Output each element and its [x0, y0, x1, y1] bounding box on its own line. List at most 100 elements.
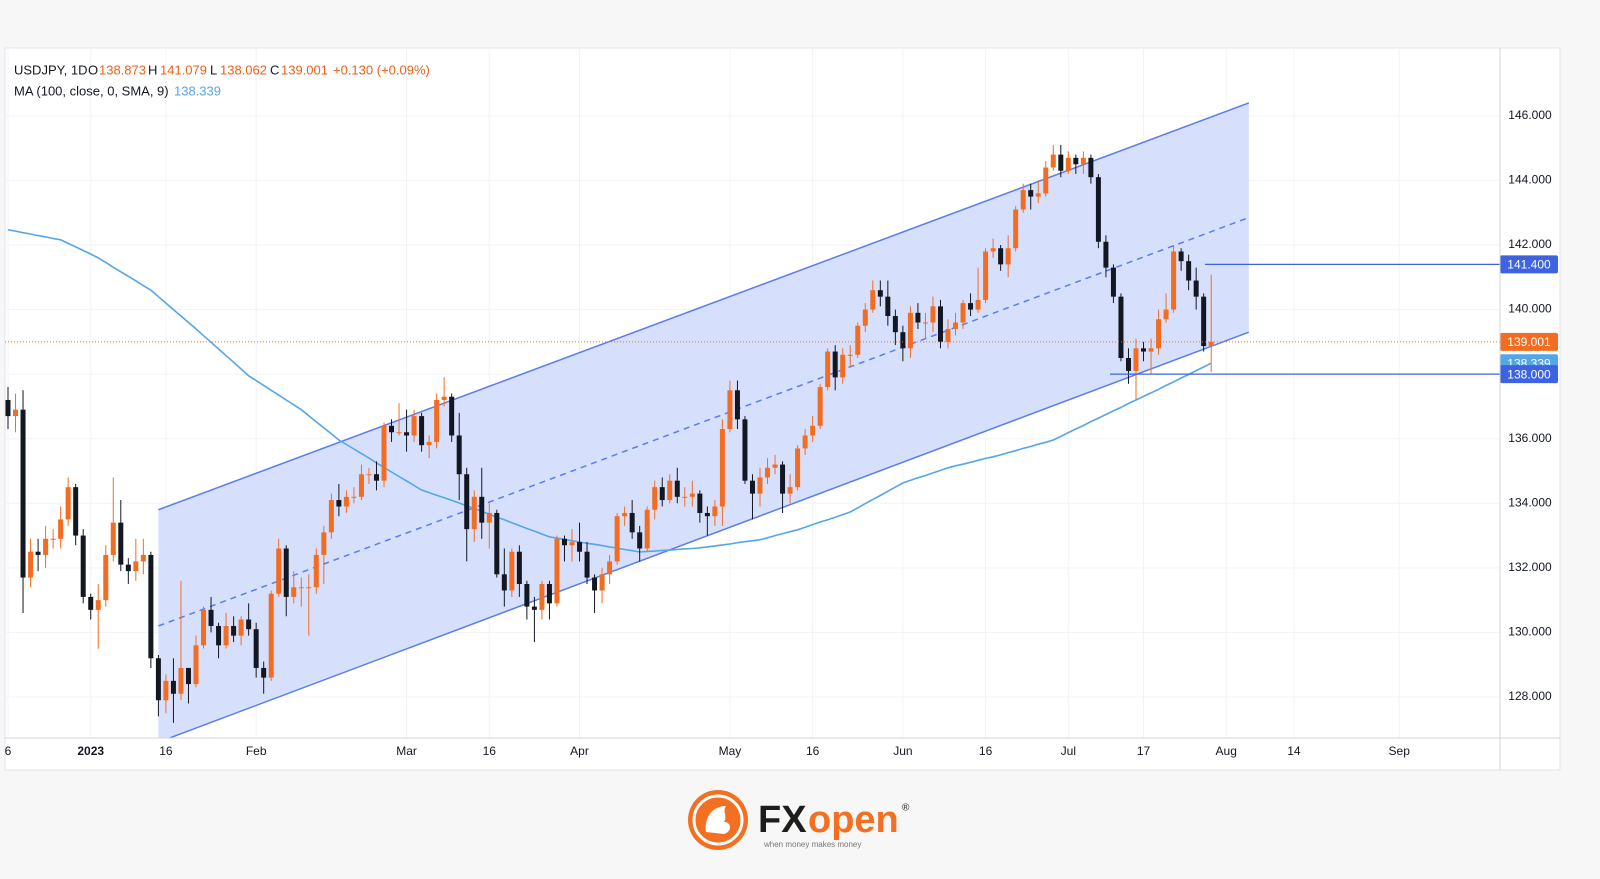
- channel-fill: [158, 102, 1249, 738]
- channel-lower: [167, 331, 1250, 738]
- candle-body: [50, 538, 56, 540]
- candle-body: [1208, 341, 1214, 346]
- candle-body: [1178, 251, 1184, 262]
- candle-body: [840, 354, 846, 378]
- candle-body: [381, 425, 387, 481]
- candle-body: [554, 538, 560, 604]
- candle-body: [366, 474, 372, 476]
- candle-body: [817, 387, 823, 426]
- candle-body: [607, 561, 613, 575]
- candle-body: [1065, 157, 1071, 171]
- candle-body: [531, 606, 537, 610]
- candle-body: [449, 396, 455, 436]
- candle-body: [1088, 157, 1094, 178]
- candle-body: [133, 561, 139, 572]
- candle-body: [1043, 167, 1049, 194]
- candle-body: [1193, 280, 1199, 297]
- x-tick-label: Apr: [570, 744, 589, 758]
- candle-body: [832, 351, 838, 378]
- candle-body: [306, 587, 312, 589]
- plot-layer: [5, 102, 1500, 738]
- candle-body: [43, 538, 49, 555]
- x-tick-label: May: [719, 744, 742, 758]
- candle-body: [246, 619, 252, 630]
- candle-body: [922, 322, 928, 324]
- candle-body: [727, 390, 733, 430]
- candle-body: [208, 609, 214, 626]
- candle-body: [261, 667, 267, 678]
- candle-body: [1013, 209, 1019, 249]
- ohlc-value: 139.001: [281, 62, 328, 77]
- price-tag: [1500, 365, 1558, 384]
- candle-body: [734, 390, 740, 420]
- candle-body: [389, 425, 395, 433]
- x-tick-label: Jul: [1061, 744, 1076, 758]
- candle-body: [1110, 267, 1116, 297]
- candle-body: [336, 500, 342, 507]
- candle-body: [998, 248, 1004, 265]
- candle-body: [148, 554, 154, 659]
- candle-body: [945, 328, 951, 342]
- candle-body: [614, 516, 620, 562]
- price-tag-label: 139.001: [1507, 335, 1551, 349]
- candle-body: [907, 312, 913, 349]
- candle-body: [757, 477, 763, 494]
- candle-body: [990, 248, 996, 252]
- candle-body: [58, 519, 64, 539]
- candle-body: [140, 554, 146, 562]
- candle-body: [73, 487, 79, 536]
- candle-body: [674, 480, 680, 497]
- candle-body: [659, 487, 665, 501]
- logo-ring: [692, 794, 744, 846]
- candle-body: [524, 583, 530, 607]
- candle-body: [516, 551, 522, 584]
- candle-body: [185, 667, 191, 685]
- candle-body: [787, 487, 793, 494]
- candle-body: [170, 680, 176, 694]
- candle-body: [584, 551, 590, 578]
- change: +0.130 (+0.09%): [333, 62, 430, 77]
- y-tick-label: 136.000: [1508, 431, 1552, 445]
- channel-median: [158, 216, 1250, 627]
- candle-body: [847, 354, 853, 356]
- x-tick-label: Jun: [893, 744, 912, 758]
- ohlc-value: 138.062: [220, 62, 267, 77]
- candle-body: [321, 532, 327, 555]
- candle-body: [1005, 248, 1011, 265]
- candle-body: [546, 583, 552, 604]
- y-tick-label: 132.000: [1508, 560, 1552, 574]
- candle-body: [268, 593, 274, 678]
- candle-body: [704, 512, 710, 517]
- candle-body: [276, 548, 282, 594]
- x-tick-label: 16: [483, 744, 497, 758]
- candle-body: [1118, 296, 1124, 359]
- candle-body: [749, 480, 755, 494]
- candle-body: [479, 496, 485, 523]
- y-tick-label: 144.000: [1508, 173, 1552, 187]
- ohlc-value: 138.873: [99, 62, 146, 77]
- candle-body: [201, 609, 207, 646]
- candle-body: [765, 467, 771, 478]
- candle-body: [1133, 348, 1139, 371]
- candle-body: [637, 532, 643, 549]
- candle-body: [1141, 348, 1147, 352]
- candle-body: [742, 419, 748, 481]
- candle-body: [968, 303, 974, 310]
- candle-body: [870, 290, 876, 310]
- candle-body: [1103, 241, 1109, 268]
- brand-open: open: [808, 799, 899, 841]
- candle-body: [110, 522, 116, 555]
- x-tick-label: Mar: [396, 744, 417, 758]
- candle-body: [1186, 261, 1192, 281]
- candle-body: [20, 409, 26, 578]
- candle-body: [960, 303, 966, 323]
- candle-body: [780, 464, 786, 494]
- x-tick-label: 16: [806, 744, 820, 758]
- candle-body: [411, 416, 417, 436]
- candle-body: [404, 432, 410, 436]
- candle-body: [13, 409, 19, 417]
- y-tick-label: 142.000: [1508, 237, 1552, 251]
- candle-body: [351, 496, 357, 498]
- candle-body: [592, 577, 598, 591]
- candle-body: [953, 322, 959, 329]
